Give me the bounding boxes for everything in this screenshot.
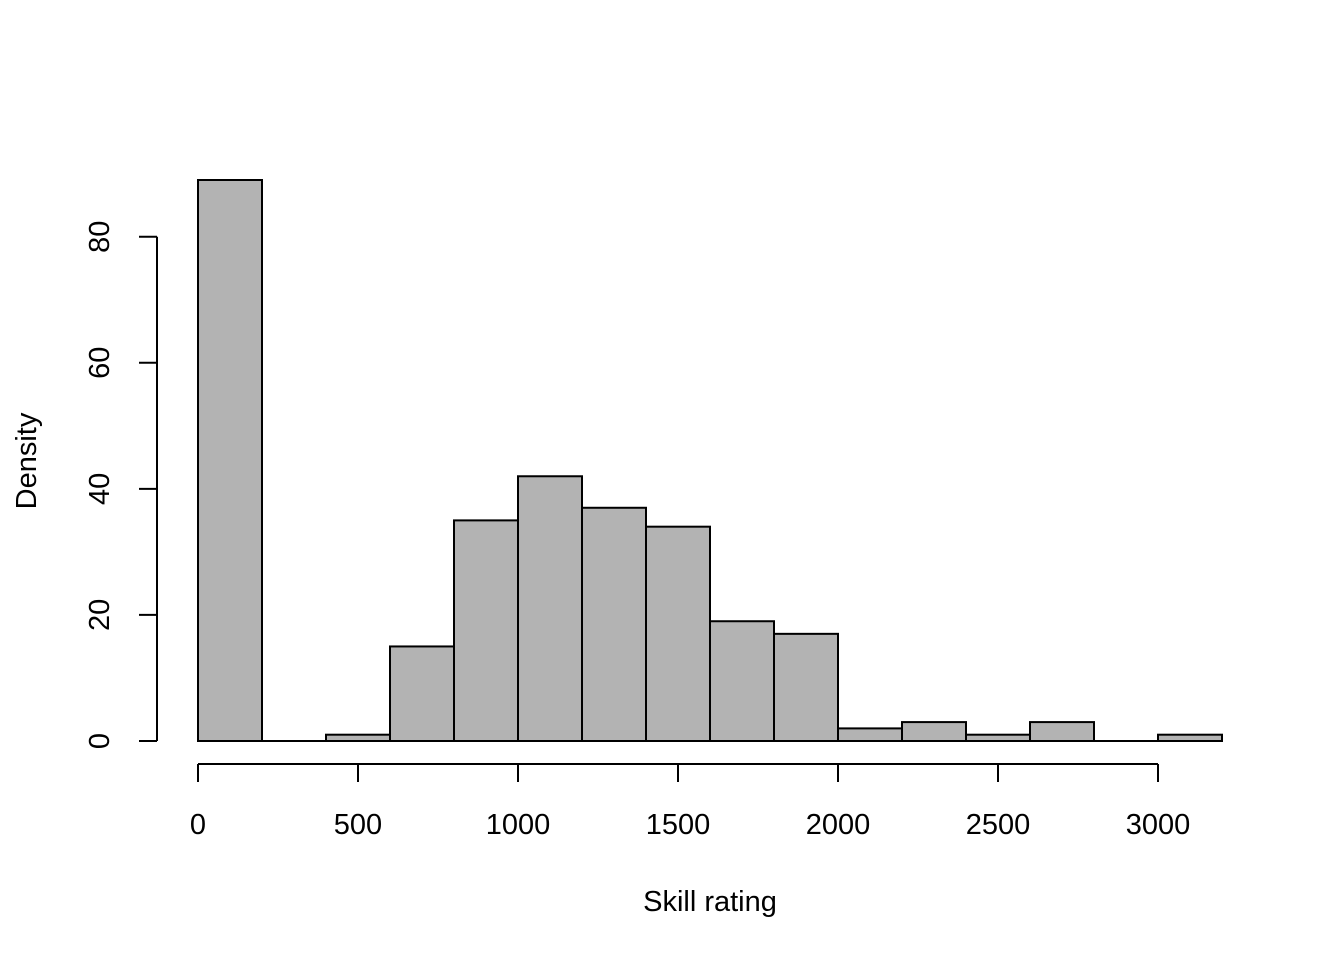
histogram-bar-2400-2600	[965, 733, 1031, 743]
histogram-bar-3000-3200	[1157, 733, 1223, 743]
histogram-bar-1400-1600	[645, 525, 711, 742]
y-axis: 0 20 40 60 80	[84, 221, 158, 749]
y-tick-label-80: 80	[84, 221, 116, 253]
y-tick-label-0: 0	[84, 733, 116, 749]
histogram-bar-1600-1800	[709, 620, 775, 743]
x-tick-label-1500: 1500	[646, 809, 711, 841]
histogram-bar-2200-2400	[901, 721, 967, 743]
x-axis: 0 500 1000 1500 2000 2500 3000	[190, 763, 1191, 841]
histogram-bar-400-600	[325, 733, 391, 743]
histogram-bar-800-1000	[453, 519, 519, 742]
x-tick-label-2000: 2000	[806, 809, 871, 841]
bars-group	[197, 179, 1223, 743]
y-axis-title: Density	[11, 412, 43, 509]
histogram-bar-600-800	[389, 645, 455, 743]
histogram-bar-1200-1400	[581, 506, 647, 742]
histogram-bar-2600-2800	[1029, 721, 1095, 743]
x-axis-title: Skill rating	[643, 886, 777, 918]
x-tick-label-2500: 2500	[966, 809, 1031, 841]
x-tick-label-0: 0	[190, 809, 206, 841]
x-tick-label-1000: 1000	[486, 809, 551, 841]
y-tick-label-60: 60	[84, 347, 116, 379]
y-tick-label-40: 40	[84, 473, 116, 505]
histogram-bar-2000-2200	[837, 727, 903, 742]
y-tick-label-20: 20	[84, 599, 116, 631]
x-tick-label-500: 500	[334, 809, 382, 841]
histogram-bar-1000-1200	[517, 475, 583, 742]
x-tick-label-3000: 3000	[1126, 809, 1191, 841]
histogram-bar-1800-2000	[773, 632, 839, 743]
histogram-bar-0-200	[197, 179, 263, 742]
